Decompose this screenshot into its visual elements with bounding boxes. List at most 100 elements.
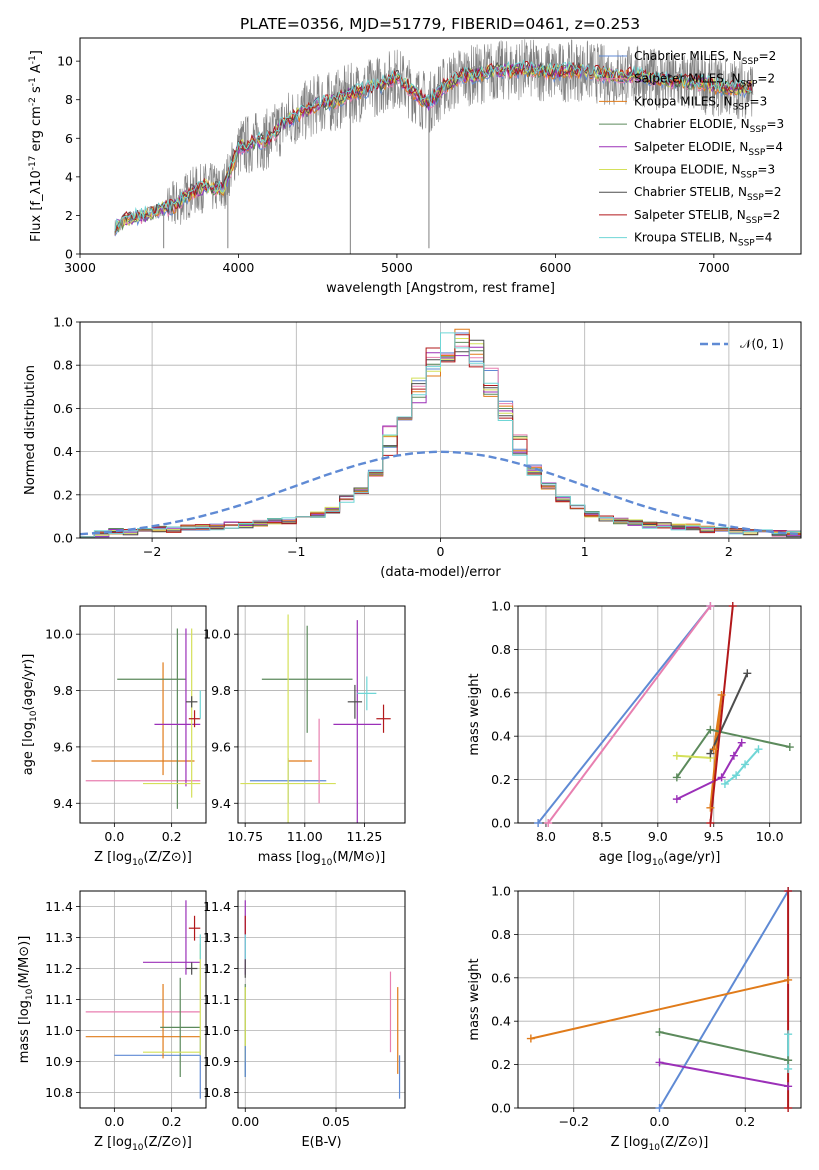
x-axis-label: (data-model)/error [380, 565, 501, 580]
label-part: age [log [21, 722, 36, 775]
mass-weight-line [658, 891, 789, 1108]
y-tick-label: 0.4 [53, 444, 73, 459]
panel-mass_vs_Z: 0.0 0.2 10.8 10.9 11.0 11.1 11.2 11.3 11.4 Z [log… [17, 890, 207, 1153]
mass-weight-line [659, 1061, 789, 1088]
grid [80, 606, 206, 823]
x-tick-label: 0 [437, 544, 445, 559]
plot-area [537, 606, 791, 823]
label-part: (age/yr)] [21, 654, 36, 711]
x-tick-label: 9.0 [648, 829, 668, 844]
x-tick-label: 0.05 [322, 1114, 350, 1129]
y-axis-label: mass weight [467, 673, 482, 755]
plus-marker [709, 745, 718, 754]
label-part: 10 [29, 710, 39, 722]
x-tick-label: 0.00 [231, 1114, 259, 1129]
plus-marker [706, 819, 715, 827]
plus-marker [672, 751, 681, 760]
x-tick-label: 0.0 [650, 1114, 670, 1129]
y-tick-label: 0.0 [53, 531, 73, 546]
x-axis-label: mass [log10(M/M⊙)] [258, 850, 386, 868]
plus-marker [720, 779, 729, 788]
y-tick-label: 6 [65, 131, 73, 146]
panel-spectrum: 3000 4000 5000 6000 7000 0 2 4 6 8 10 wavelength [A… [28, 37, 802, 296]
y-tick-label: 10.0 [203, 627, 231, 642]
legend-label: Chabrier STELIB, NSSP=2 [634, 185, 782, 203]
y-tick-label: 1.0 [491, 884, 511, 899]
label-part: Kroupa MILES, N [634, 94, 733, 108]
label-part: SSP [741, 80, 758, 90]
label-part: SSP [748, 148, 765, 158]
mass-weight-line [547, 606, 712, 823]
plus-marker [672, 795, 681, 804]
label-part: Flux [f_λ10 [29, 170, 44, 242]
y-tick-label: 0.8 [53, 358, 73, 373]
y-tick-label: 11.4 [203, 899, 231, 914]
label-part: =2 [764, 185, 782, 199]
axes-frame [79, 605, 207, 824]
legend-label: Chabrier MILES, NSSP=2 [634, 49, 776, 67]
plus-marker [784, 1030, 793, 1039]
y-tick-label: 9.8 [53, 683, 73, 698]
label-part: =4 [755, 231, 773, 245]
y-axis-label: mass [log10(M/M⊙)] [17, 936, 35, 1064]
mass-weight-line [676, 754, 711, 759]
y-tick-label: 0.6 [491, 685, 511, 700]
legend-label: 𝒩(0, 1) [740, 337, 784, 351]
label-part: (M/M⊙)] [17, 936, 32, 989]
x-tick-label: 4000 [223, 260, 255, 275]
histogram-step [80, 332, 801, 538]
y-tick-label: 11.3 [45, 930, 73, 945]
plus-marker [706, 803, 715, 812]
y-tick-label: 11.1 [203, 992, 231, 1007]
label-part: s [29, 86, 44, 97]
label-part: =2 [759, 49, 777, 63]
ticks: 10.75 11.00 11.25 9.4 9.6 9.8 10.0 [203, 627, 382, 844]
x-tick-label: 0.2 [735, 1114, 755, 1129]
plot-area [80, 328, 801, 538]
plus-marker [784, 1056, 793, 1065]
label-part: (Z/Z⊙)] [144, 850, 192, 865]
y-axis-label: mass weight [467, 958, 482, 1040]
x-tick-label: 10.0 [756, 829, 784, 844]
label-part: mass [log [258, 850, 321, 865]
x-tick-label: 10.75 [227, 829, 263, 844]
plus-marker [706, 602, 715, 610]
plus-marker [526, 1034, 535, 1043]
plot-area [240, 614, 391, 823]
label-part: SSP [741, 171, 758, 181]
mass-weight-line [530, 979, 789, 1040]
label-part: SSP [750, 125, 767, 135]
x-tick-label: 6000 [539, 260, 571, 275]
plus-marker [784, 975, 793, 984]
x-axis-label: wavelength [Angstrom, rest frame] [326, 281, 555, 296]
ticks: −2 −1 0 1 2 0.0 0.2 0.4 0.6 0.8 1.0 [53, 315, 733, 560]
x-tick-label: 11.25 [347, 829, 383, 844]
plus-marker [706, 749, 715, 758]
label-part: mass weight [467, 673, 482, 755]
observed-spectrum-line [114, 39, 754, 235]
legend-label: Chabrier ELODIE, NSSP=3 [634, 117, 784, 135]
label-part: Normed distribution [23, 365, 38, 495]
x-tick-label: −0.2 [559, 1114, 589, 1129]
label-part: Kroupa ELODIE, N [634, 163, 741, 177]
label-part: SSP [747, 193, 764, 203]
y-tick-label: 10.8 [45, 1085, 73, 1100]
y-tick-label: 11.0 [203, 1023, 231, 1038]
x-tick-label: 0.2 [162, 1114, 182, 1129]
ticks: 0.0 0.2 9.4 9.6 9.8 10.0 [45, 627, 181, 844]
x-axis-label: age [log10(age/yr)] [599, 850, 721, 868]
y-tick-label: 11.2 [45, 961, 73, 976]
panel-mass_vs_ebv: 0.00 0.05 10.8 10.9 11.0 11.1 11.2 11.3 11.4 E(B-… [203, 890, 406, 1150]
plus-marker [544, 819, 553, 827]
y-axis-label: Flux [f_λ10-17 erg cm-2 s-1 A-1] [28, 50, 44, 242]
plus-marker [784, 1104, 793, 1112]
label-part: 10 [132, 858, 144, 868]
y-axis-label: age [log10(age/yr)] [21, 654, 39, 776]
y-tick-label: 10.9 [45, 1054, 73, 1069]
label-part: age [log [599, 850, 652, 865]
label-part: 10 [652, 858, 664, 868]
label-part: =2 [763, 208, 781, 222]
y-tick-label: 0 [65, 247, 73, 262]
x-tick-label: 0.0 [104, 1114, 124, 1129]
x-tick-label: −1 [287, 544, 305, 559]
